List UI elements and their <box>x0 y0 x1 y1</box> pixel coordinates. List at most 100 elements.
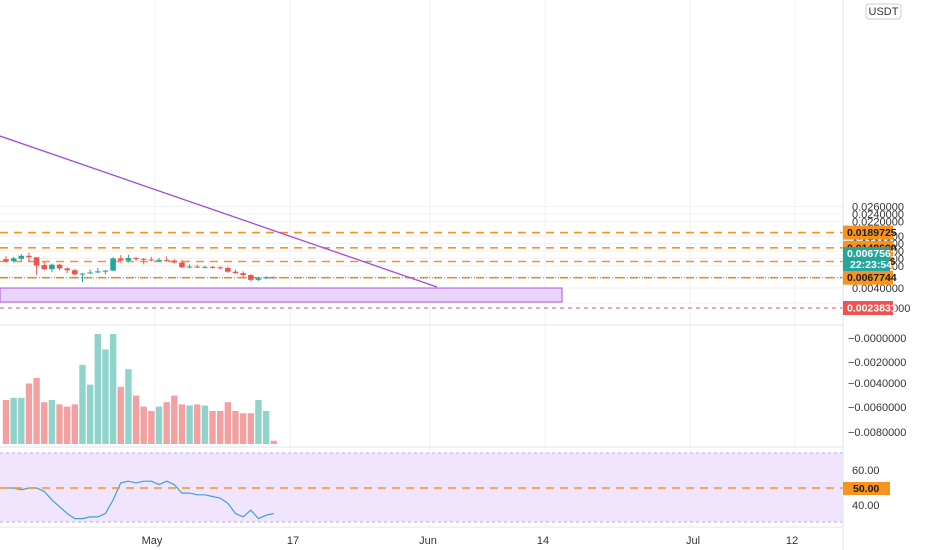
date-label: 17 <box>287 535 299 547</box>
candle-body <box>148 259 155 261</box>
candle-body <box>194 266 201 268</box>
volume-bar <box>186 405 193 444</box>
volume-bar <box>255 400 262 444</box>
volume-bar <box>25 383 33 444</box>
volume-tick-label: −0.0000000 <box>848 333 906 345</box>
volume-bar <box>194 404 201 444</box>
volume-bar <box>48 400 56 444</box>
candle-body <box>125 258 132 261</box>
candle-body <box>18 255 25 259</box>
volume-axis: −0.0000000 −0.0020000 −0.0040000 −0.0060000… <box>848 333 906 439</box>
candle-body <box>186 266 193 268</box>
time-axis[interactable]: May 17 Jun 14 Jul 12 <box>0 526 843 547</box>
volume-tick-label: −0.0060000 <box>848 402 906 414</box>
rsi-level-label: 50.00 <box>853 483 879 495</box>
price-tick-label: 0.0040000 <box>852 283 904 295</box>
volume-bar <box>201 405 209 444</box>
volume-bar <box>163 402 170 444</box>
date-label: Jun <box>419 535 437 547</box>
candle-body <box>64 268 70 271</box>
volume-bar <box>117 386 124 444</box>
price-tags: 0.01897250.01486000.01116160.00677440.00… <box>843 225 897 315</box>
candle-body <box>117 258 124 261</box>
volume-bar <box>86 384 94 444</box>
volume-tick-label: −0.0080000 <box>848 427 906 439</box>
candle-body <box>156 259 162 261</box>
volume-bar <box>64 406 71 444</box>
volume-bar <box>140 406 147 444</box>
volume-bar <box>10 397 17 444</box>
candle-body <box>79 273 86 275</box>
date-label: Jul <box>686 535 700 547</box>
candle-body <box>163 259 170 261</box>
level-tag-label: 0.0189725 <box>847 227 897 239</box>
volume-tick-label: −0.0040000 <box>848 378 906 390</box>
volume-tick-label: −0.0020000 <box>848 357 906 369</box>
volume-bar <box>232 411 239 444</box>
volume-bar <box>247 413 254 444</box>
rsi-axis: 60.00 40.00 50.00 <box>843 465 890 512</box>
price-tick-label: 0.0240000 <box>852 209 904 221</box>
volume-bar <box>56 404 63 444</box>
candle-body <box>179 262 185 268</box>
candle-body <box>217 267 223 269</box>
candle-body <box>110 258 116 271</box>
candle-body <box>248 275 254 280</box>
volume-bar <box>102 349 109 444</box>
price-tick-label: 0.0220000 <box>852 216 904 228</box>
volume-bar <box>155 406 163 444</box>
candle-body <box>263 277 269 279</box>
level-tag-label: 0.0023831 <box>847 303 897 315</box>
candle-body <box>240 273 246 276</box>
volume-bar <box>262 411 270 444</box>
level-tag <box>843 225 893 240</box>
volume-bar <box>224 402 232 444</box>
volume-bar <box>171 395 178 444</box>
support-zone[interactable] <box>0 287 563 303</box>
candle-body <box>270 277 277 279</box>
volume-bar <box>71 404 79 444</box>
date-label: 14 <box>537 535 549 547</box>
candle-body <box>102 270 109 272</box>
volume-bar <box>109 334 117 444</box>
volume-bar <box>178 404 186 444</box>
candle-body <box>87 272 93 274</box>
candle-body <box>26 255 32 258</box>
candle-body <box>3 259 9 262</box>
rsi-polyline <box>6 480 274 520</box>
candle-body <box>232 271 239 274</box>
candle-body <box>95 271 101 273</box>
trendline-line <box>0 135 438 288</box>
volume-bar <box>270 440 277 444</box>
currency-badge[interactable]: USDT <box>869 6 899 18</box>
last-price-tag <box>843 247 890 271</box>
candle-body <box>140 258 147 260</box>
volume-bar <box>94 334 101 444</box>
date-label: 12 <box>786 535 798 547</box>
volume-bar <box>41 402 48 444</box>
candle-body <box>171 260 178 263</box>
volume-bar <box>125 369 132 444</box>
support-zone-rect <box>0 287 563 303</box>
volume-bar <box>79 364 86 444</box>
level-tag <box>843 301 893 315</box>
volume-bar <box>148 411 155 444</box>
candle-body <box>225 268 231 272</box>
volume-bar <box>132 395 140 444</box>
candle-body <box>72 270 78 275</box>
volume-bar <box>239 413 247 444</box>
rsi-tick-label: 60.00 <box>852 465 880 477</box>
candle-body <box>41 265 48 270</box>
level-tag-label: 0.0067744 <box>847 272 897 284</box>
candle-body <box>49 264 55 270</box>
rsi-level-tag <box>843 482 890 495</box>
last-price-countdown: 22:23:54 <box>850 259 892 271</box>
volume-bar <box>2 400 10 444</box>
volume-bar <box>18 397 25 444</box>
date-label: May <box>142 535 163 547</box>
horizontal-levels[interactable] <box>0 231 843 309</box>
trendline[interactable] <box>0 135 438 288</box>
volume-bar <box>209 411 216 444</box>
candle-body <box>255 278 262 280</box>
